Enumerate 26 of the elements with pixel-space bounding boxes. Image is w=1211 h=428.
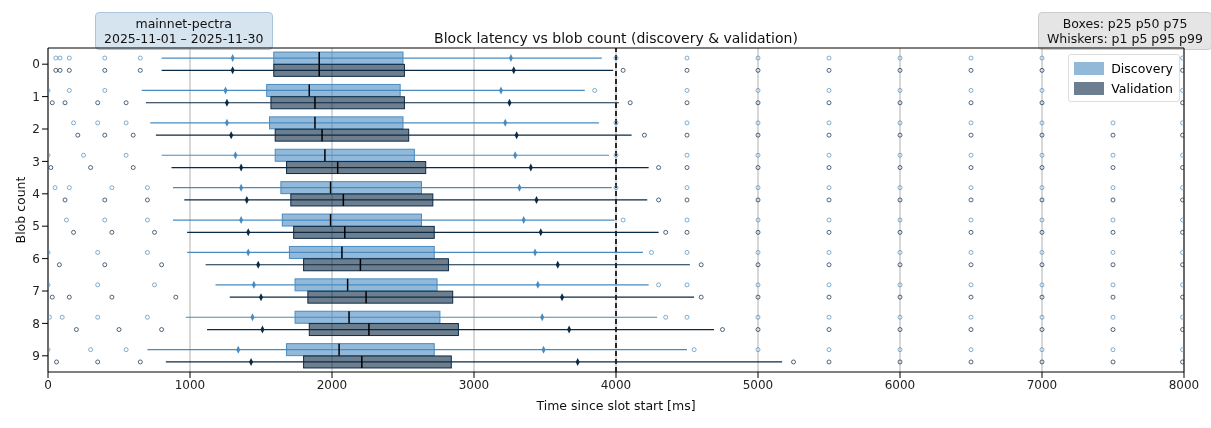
text: mainnet-pectra 2025-11-01 – 2025-11-30 xyxy=(95,12,273,50)
x-tick-label: 4000 xyxy=(600,377,632,392)
x-tick-label: 3000 xyxy=(458,377,490,392)
legend-label: Validation xyxy=(1111,80,1173,96)
y-tick-label: 7 xyxy=(32,284,40,299)
y-tick-label: 0 xyxy=(32,57,40,72)
y-tick-label: 8 xyxy=(32,316,40,331)
text: Boxes: p25 p50 p75 Whiskers: p1 p5 p95 p99 xyxy=(1038,12,1211,50)
y-tick-label: 1 xyxy=(32,89,40,104)
x-tick-label: 8000 xyxy=(1168,377,1200,392)
x-tick-label: 6000 xyxy=(884,377,916,392)
y-axis-title: Blob count xyxy=(12,176,28,244)
x-tick-label: 0 xyxy=(44,377,52,392)
y-tick-label: 3 xyxy=(32,154,40,169)
x-axis-title: Time since slot start [ms] xyxy=(535,398,696,413)
y-tick-label: 5 xyxy=(32,219,40,234)
y-tick-label: 9 xyxy=(32,349,40,364)
y-tick-label: 4 xyxy=(32,187,40,202)
legend-label: Discovery xyxy=(1111,60,1173,76)
x-tick-label: 1000 xyxy=(174,377,206,392)
y-tick-label: 6 xyxy=(32,251,40,266)
x-tick-label: 7000 xyxy=(1026,377,1058,392)
y-tick-label: 2 xyxy=(32,122,40,137)
x-tick-label: 5000 xyxy=(742,377,774,392)
x-tick-label: 2000 xyxy=(316,377,348,392)
chart-title: Block latency vs blob count (discovery & validation) xyxy=(434,30,798,46)
